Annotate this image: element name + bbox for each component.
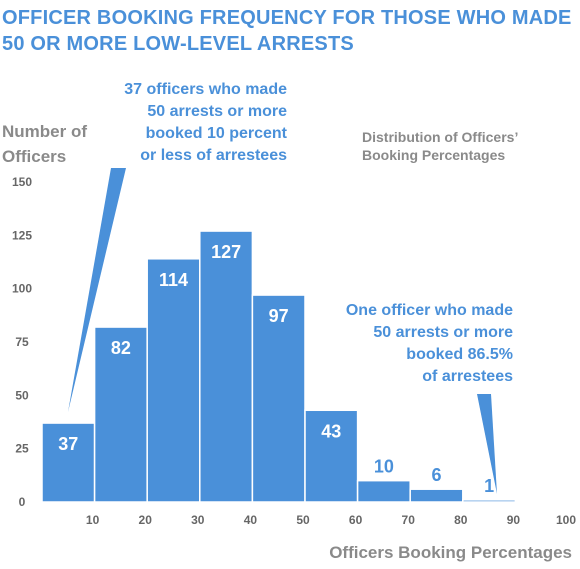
histogram-bar <box>462 499 517 503</box>
y-tick-label: 125 <box>12 228 32 242</box>
bar-value-label: 82 <box>111 338 131 358</box>
bar-value-label: 1 <box>484 476 494 496</box>
annotation-left-line-3: booked 10 percent <box>146 125 288 142</box>
distribution-subtitle: Distribution of Officers’ Booking Percen… <box>362 129 518 163</box>
histogram-bar <box>199 230 254 503</box>
y-axis-title-line-2: Officers <box>2 147 66 166</box>
subtitle-line-1: Distribution of Officers’ <box>362 129 518 145</box>
y-tick-label: 25 <box>15 442 29 456</box>
x-tick-label: 40 <box>244 513 258 527</box>
x-tick-label: 10 <box>86 513 100 527</box>
chart-title-line-2: 50 OR MORE LOW-LEVEL ARRESTS <box>2 33 354 55</box>
bar-value-label: 10 <box>374 457 394 477</box>
x-axis-ticks: 10 20 30 40 50 60 70 80 90 100 <box>86 513 576 527</box>
histogram-bar <box>409 488 464 503</box>
annotation-left-line-4: or less of arrestees <box>140 147 287 164</box>
histogram-bar <box>356 479 411 503</box>
chart-title: OFFICER BOOKING FREQUENCY FOR THOSE WHO … <box>2 7 572 55</box>
bar-value-label: 127 <box>211 242 241 262</box>
bar-value-label: 114 <box>159 270 188 290</box>
x-tick-label: 60 <box>349 513 363 527</box>
histogram-bars: 37 82 114 127 97 43 10 6 1 <box>41 230 517 503</box>
x-tick-label: 70 <box>402 513 416 527</box>
annotation-pointer-left <box>68 168 126 412</box>
y-tick-label: 50 <box>15 388 29 402</box>
x-tick-label: 50 <box>296 513 310 527</box>
y-tick-label: 0 <box>19 495 26 509</box>
x-axis-title: Officers Booking Percentages <box>329 543 572 562</box>
y-tick-label: 100 <box>12 282 32 296</box>
y-axis-title-line-1: Number of <box>2 122 87 141</box>
x-tick-label: 30 <box>191 513 205 527</box>
y-tick-label: 150 <box>12 175 32 189</box>
y-axis-title: Number of Officers <box>2 122 87 166</box>
histogram-bar <box>251 294 306 503</box>
x-tick-label: 80 <box>454 513 468 527</box>
bar-value-label: 37 <box>58 434 78 454</box>
x-tick-label: 20 <box>139 513 153 527</box>
histogram-bar <box>146 258 201 503</box>
x-tick-label: 100 <box>556 513 576 527</box>
bar-value-label: 43 <box>321 421 341 441</box>
annotation-right-line-3: booked 86.5% <box>406 346 513 363</box>
annotation-left-line-2: 50 arrests or more <box>147 103 287 120</box>
y-tick-label: 75 <box>15 335 29 349</box>
annotation-right-line-4: of arrestees <box>422 368 513 385</box>
bar-value-label: 6 <box>431 465 441 485</box>
histogram-bar <box>304 409 359 503</box>
annotation-left-line-1: 37 officers who made <box>124 81 287 98</box>
chart-title-line-1: OFFICER BOOKING FREQUENCY FOR THOSE WHO … <box>2 7 572 29</box>
bar-value-label: 97 <box>269 306 289 326</box>
histogram-bar <box>41 422 96 503</box>
annotation-left: 37 officers who made 50 arrests or more … <box>124 81 287 164</box>
x-tick-label: 90 <box>507 513 521 527</box>
annotation-right: One officer who made 50 arrests or more … <box>346 302 513 385</box>
y-axis-ticks: 0 25 50 75 100 125 150 <box>12 175 32 509</box>
annotation-pointer-right <box>477 394 497 494</box>
subtitle-line-2: Booking Percentages <box>362 147 505 163</box>
annotation-right-line-1: One officer who made <box>346 302 513 319</box>
annotation-right-line-2: 50 arrests or more <box>373 324 513 341</box>
